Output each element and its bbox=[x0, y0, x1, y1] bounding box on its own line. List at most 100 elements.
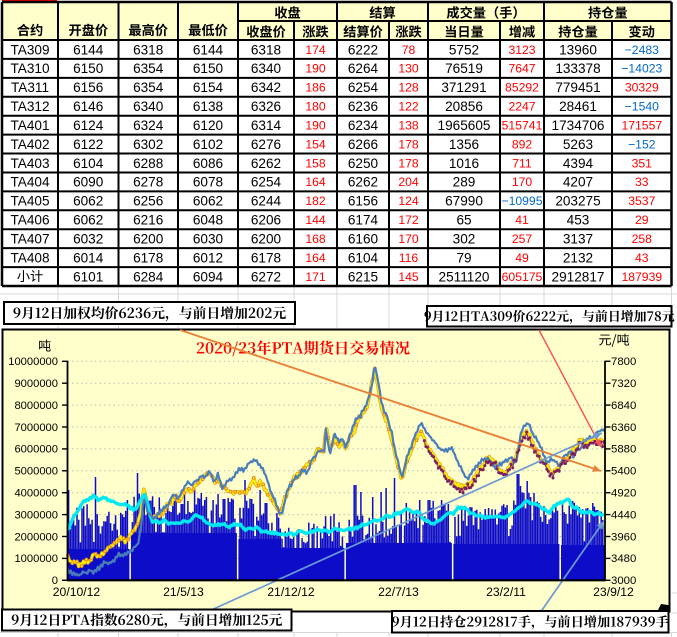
svg-text:605175: 605175 bbox=[502, 270, 543, 284]
svg-text:28461: 28461 bbox=[559, 99, 597, 114]
svg-text:7647: 7647 bbox=[508, 62, 535, 76]
svg-text:3000000: 3000000 bbox=[14, 509, 58, 521]
svg-text:2511120: 2511120 bbox=[439, 269, 490, 284]
svg-text:6104: 6104 bbox=[348, 250, 379, 265]
svg-text:289: 289 bbox=[453, 175, 476, 190]
svg-text:6144: 6144 bbox=[193, 42, 224, 57]
svg-text:6314: 6314 bbox=[251, 118, 282, 133]
svg-text:1734706: 1734706 bbox=[552, 118, 605, 133]
svg-text:TA408: TA408 bbox=[10, 250, 49, 265]
svg-text:6146: 6146 bbox=[73, 99, 103, 114]
svg-text:6278: 6278 bbox=[133, 175, 163, 190]
svg-text:164: 164 bbox=[305, 175, 326, 189]
svg-text:6014: 6014 bbox=[73, 250, 104, 265]
svg-text:6324: 6324 bbox=[133, 118, 164, 133]
svg-text:8000000: 8000000 bbox=[14, 400, 58, 412]
svg-text:TA404: TA404 bbox=[10, 175, 49, 190]
svg-text:TA407: TA407 bbox=[10, 232, 49, 247]
svg-text:6138: 6138 bbox=[193, 99, 223, 114]
svg-text:257: 257 bbox=[512, 232, 533, 246]
svg-text:6262: 6262 bbox=[348, 175, 378, 190]
svg-text:6200: 6200 bbox=[133, 232, 164, 247]
svg-text:138: 138 bbox=[398, 119, 419, 133]
svg-text:13960: 13960 bbox=[559, 42, 597, 57]
svg-text:7320: 7320 bbox=[611, 378, 636, 390]
svg-text:6250: 6250 bbox=[348, 156, 379, 171]
svg-text:6178: 6178 bbox=[251, 250, 281, 265]
svg-text:4394: 4394 bbox=[563, 156, 594, 171]
svg-text:6215: 6215 bbox=[348, 269, 378, 284]
svg-text:5000000: 5000000 bbox=[14, 466, 58, 478]
svg-text:371291: 371291 bbox=[441, 80, 486, 95]
svg-text:351: 351 bbox=[632, 156, 653, 170]
svg-text:20/10/12: 20/10/12 bbox=[53, 585, 101, 599]
svg-text:128: 128 bbox=[398, 81, 419, 95]
svg-text:6206: 6206 bbox=[251, 213, 281, 228]
svg-text:TA311: TA311 bbox=[11, 80, 49, 95]
svg-text:TA405: TA405 bbox=[10, 194, 49, 209]
svg-text:TA309: TA309 bbox=[10, 42, 49, 57]
svg-text:6360: 6360 bbox=[611, 422, 636, 434]
svg-text:2912817: 2912817 bbox=[552, 269, 605, 284]
svg-text:187939: 187939 bbox=[621, 270, 662, 284]
svg-text:1016: 1016 bbox=[449, 156, 479, 171]
svg-text:6284: 6284 bbox=[133, 269, 164, 284]
svg-text:145: 145 bbox=[398, 270, 419, 284]
svg-text:178: 178 bbox=[398, 137, 419, 151]
svg-text:6302: 6302 bbox=[133, 137, 163, 152]
svg-text:6244: 6244 bbox=[251, 194, 282, 209]
svg-text:3000: 3000 bbox=[611, 575, 636, 587]
svg-text:79: 79 bbox=[456, 250, 471, 265]
svg-text:6102: 6102 bbox=[193, 137, 223, 152]
svg-text:6326: 6326 bbox=[251, 99, 281, 114]
svg-text:6156: 6156 bbox=[348, 194, 378, 209]
svg-text:6288: 6288 bbox=[133, 156, 163, 171]
svg-text:6342: 6342 bbox=[251, 80, 281, 95]
svg-text:6256: 6256 bbox=[133, 194, 163, 209]
svg-text:41: 41 bbox=[515, 213, 529, 227]
svg-text:4207: 4207 bbox=[563, 175, 593, 190]
svg-text:TA403: TA403 bbox=[10, 156, 49, 171]
svg-text:6032: 6032 bbox=[73, 232, 103, 247]
svg-text:170: 170 bbox=[398, 232, 419, 246]
svg-text:4000000: 4000000 bbox=[14, 488, 58, 500]
svg-text:2247: 2247 bbox=[508, 100, 535, 114]
svg-text:453: 453 bbox=[567, 213, 590, 228]
svg-text:158: 158 bbox=[305, 156, 326, 170]
svg-text:172: 172 bbox=[398, 213, 419, 227]
svg-text:6354: 6354 bbox=[133, 80, 164, 95]
svg-text:190: 190 bbox=[305, 119, 326, 133]
svg-text:0: 0 bbox=[52, 575, 58, 587]
svg-text:85292: 85292 bbox=[505, 81, 539, 95]
svg-text:171557: 171557 bbox=[621, 119, 662, 133]
svg-text:116: 116 bbox=[399, 251, 419, 265]
svg-text:6150: 6150 bbox=[193, 61, 224, 76]
svg-text:6144: 6144 bbox=[73, 42, 104, 57]
svg-text:2000000: 2000000 bbox=[14, 531, 58, 543]
svg-text:−2483: −2483 bbox=[625, 43, 659, 57]
svg-text:4920: 4920 bbox=[611, 488, 636, 500]
svg-text:6318: 6318 bbox=[251, 42, 281, 57]
svg-text:49: 49 bbox=[515, 251, 529, 265]
svg-text:TA402: TA402 bbox=[10, 137, 49, 152]
svg-text:6090: 6090 bbox=[73, 175, 104, 190]
svg-text:9000000: 9000000 bbox=[14, 378, 58, 390]
svg-text:171: 171 bbox=[305, 270, 326, 284]
svg-text:29: 29 bbox=[635, 213, 649, 227]
svg-text:6156: 6156 bbox=[73, 80, 103, 95]
svg-text:6086: 6086 bbox=[193, 156, 223, 171]
svg-text:23/9/12: 23/9/12 bbox=[593, 585, 634, 599]
svg-text:TA310: TA310 bbox=[10, 61, 49, 76]
svg-text:6276: 6276 bbox=[251, 137, 281, 152]
svg-text:711: 711 bbox=[512, 156, 532, 170]
svg-text:6272: 6272 bbox=[251, 269, 281, 284]
svg-text:6154: 6154 bbox=[193, 80, 224, 95]
svg-text:6318: 6318 bbox=[133, 42, 163, 57]
svg-text:6000000: 6000000 bbox=[14, 444, 58, 456]
svg-text:203275: 203275 bbox=[555, 194, 600, 209]
svg-text:6012: 6012 bbox=[193, 250, 223, 265]
svg-text:6262: 6262 bbox=[251, 156, 281, 171]
svg-text:3960: 3960 bbox=[611, 531, 636, 543]
svg-text:43: 43 bbox=[635, 251, 649, 265]
svg-text:33: 33 bbox=[635, 175, 649, 189]
